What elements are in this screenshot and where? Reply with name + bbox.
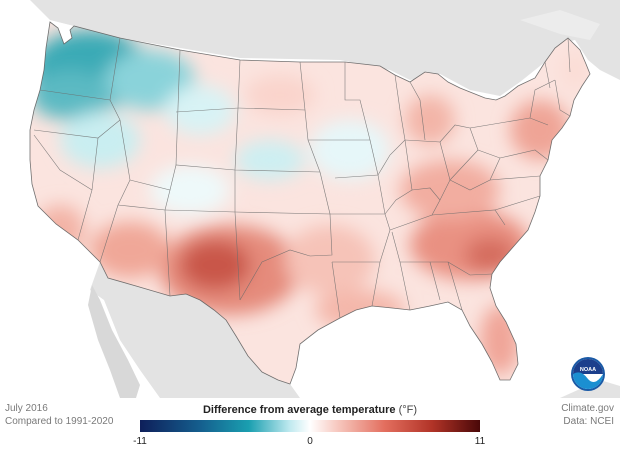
state-boundaries <box>29 21 591 385</box>
legend-title: Difference from average temperature (°F) <box>140 404 480 416</box>
noaa-logo-text: NOAA <box>580 367 596 373</box>
footer-left: July 2016 Compared to 1991-2020 <box>5 402 113 428</box>
baja-peninsula <box>88 285 140 398</box>
noaa-logo-icon: NOAA <box>571 357 605 391</box>
canada-lakes-detail <box>520 10 600 40</box>
comparison-period: Compared to 1991-2020 <box>5 416 114 427</box>
temperature-anomaly-map: NOAA <box>0 0 620 398</box>
legend-min-label: -11 <box>133 436 147 447</box>
legend-max-label: 11 <box>474 436 486 447</box>
legend-mid-label: 0 <box>307 436 313 447</box>
mexico-landmass <box>90 262 300 398</box>
footer-right: Climate.gov Data: NCEI <box>561 402 614 428</box>
source-data: Data: NCEI <box>563 416 614 427</box>
legend-unit: (°F) <box>398 404 418 416</box>
legend-title-text: Difference from average temperature <box>202 404 396 416</box>
map-date: July 2016 <box>5 403 48 414</box>
canada-landmass <box>0 0 620 96</box>
legend-color-scale <box>140 420 480 432</box>
source-site: Climate.gov <box>561 403 614 414</box>
